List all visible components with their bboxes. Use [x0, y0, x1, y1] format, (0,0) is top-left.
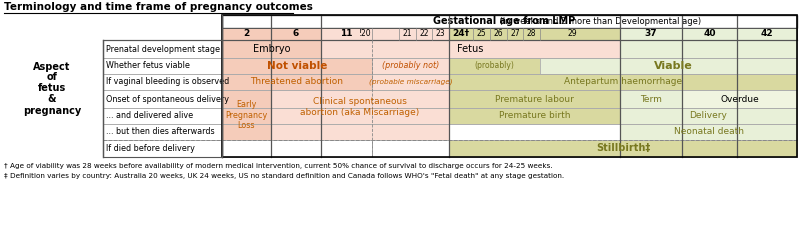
Bar — [222, 124, 271, 140]
Bar — [222, 74, 372, 90]
Text: 23: 23 — [436, 30, 446, 39]
Bar — [222, 58, 797, 74]
Text: Embryo: Embryo — [253, 44, 290, 54]
Bar — [682, 90, 797, 108]
Bar — [321, 40, 620, 58]
Text: ... but then dies afterwards: ... but then dies afterwards — [106, 128, 214, 137]
Bar — [449, 90, 620, 108]
Bar — [103, 90, 222, 108]
Text: † Age of viability was 28 weeks before availability of modern medical interventi: † Age of viability was 28 weeks before a… — [4, 163, 553, 169]
Text: 42: 42 — [761, 30, 774, 39]
Text: Not viable: Not viable — [267, 61, 327, 71]
Bar — [449, 108, 620, 124]
Text: Premature birth: Premature birth — [498, 111, 570, 121]
Text: 6: 6 — [293, 30, 299, 39]
Text: pregnancy: pregnancy — [23, 106, 81, 116]
Bar — [620, 108, 797, 124]
Bar — [103, 124, 222, 140]
Text: 22: 22 — [419, 30, 429, 39]
Bar — [449, 140, 797, 157]
Text: Overdue: Overdue — [720, 94, 759, 103]
Text: Gestational age from LMP: Gestational age from LMP — [434, 16, 576, 27]
Bar — [103, 140, 222, 157]
Text: (in weeks and 2 more than Developmental age): (in weeks and 2 more than Developmental … — [498, 17, 702, 26]
Text: 27: 27 — [510, 30, 520, 39]
Text: Stillbirth‡: Stillbirth‡ — [596, 144, 650, 153]
Text: Terminology and time frame of pregnancy outcomes: Terminology and time frame of pregnancy … — [4, 2, 313, 12]
Text: Viable: Viable — [654, 61, 693, 71]
Bar — [372, 74, 449, 90]
Bar — [222, 58, 372, 74]
Bar — [103, 40, 222, 58]
Bar — [222, 108, 271, 124]
Bar — [540, 58, 797, 74]
Text: of: of — [46, 72, 58, 82]
Bar — [222, 40, 797, 58]
Text: !20: !20 — [358, 30, 371, 39]
Text: 25: 25 — [477, 30, 486, 39]
Bar — [222, 40, 321, 58]
Text: (probably): (probably) — [474, 62, 514, 70]
Text: fetus: fetus — [38, 83, 66, 93]
Text: Neonatal death: Neonatal death — [674, 128, 743, 137]
Bar — [103, 108, 222, 124]
Text: 37: 37 — [645, 30, 658, 39]
Text: Early
Pregnancy
Loss: Early Pregnancy Loss — [226, 100, 268, 130]
Text: Whether fetus viable: Whether fetus viable — [106, 62, 190, 70]
Text: 11: 11 — [340, 30, 353, 39]
Text: Delivery: Delivery — [690, 111, 727, 121]
Bar — [620, 40, 797, 58]
Bar — [372, 58, 449, 74]
Bar — [271, 124, 449, 140]
Bar — [620, 28, 797, 40]
Bar — [222, 108, 797, 124]
Bar — [222, 74, 797, 90]
Bar — [620, 90, 682, 108]
Bar — [449, 74, 797, 90]
Bar — [271, 90, 449, 108]
Text: If vaginal bleeding is observed: If vaginal bleeding is observed — [106, 78, 230, 86]
Text: ... and delivered alive: ... and delivered alive — [106, 111, 193, 121]
Text: Fetus: Fetus — [458, 44, 484, 54]
Bar — [449, 28, 620, 40]
Text: (probably not): (probably not) — [382, 62, 439, 70]
Bar — [271, 108, 449, 124]
Bar — [222, 90, 797, 108]
Text: Onset of spontaneous delivery: Onset of spontaneous delivery — [106, 94, 229, 103]
Bar — [620, 124, 797, 140]
Text: Prenatal development stage: Prenatal development stage — [106, 44, 220, 54]
Text: Threatened abortion: Threatened abortion — [250, 78, 343, 86]
Text: &: & — [48, 94, 56, 104]
Text: Term: Term — [640, 94, 662, 103]
Bar — [103, 58, 222, 74]
Text: Aspect: Aspect — [34, 62, 70, 72]
Text: 24†: 24† — [453, 30, 470, 39]
Bar — [222, 28, 321, 40]
Bar — [222, 90, 271, 108]
Text: 29: 29 — [567, 30, 577, 39]
Bar — [103, 74, 222, 90]
Text: If died before delivery: If died before delivery — [106, 144, 195, 153]
Text: ‡ Definition varies by country: Australia 20 weeks, UK 24 weeks, US no standard : ‡ Definition varies by country: Australi… — [4, 173, 564, 179]
Text: 21: 21 — [402, 30, 412, 39]
Text: Antepartum haemorrhage: Antepartum haemorrhage — [564, 78, 682, 86]
Bar — [222, 15, 797, 157]
Bar — [449, 58, 540, 74]
Text: 26: 26 — [494, 30, 503, 39]
Bar — [222, 140, 797, 157]
Text: 2: 2 — [243, 30, 250, 39]
Bar — [321, 28, 449, 40]
Bar — [103, 40, 222, 157]
Text: Premature labour: Premature labour — [495, 94, 574, 103]
Bar — [222, 124, 797, 140]
Text: 40: 40 — [703, 30, 716, 39]
Text: (probable miscarriage): (probable miscarriage) — [369, 79, 452, 85]
Text: 28: 28 — [526, 30, 536, 39]
Text: Clinical spontaneous
abortion (aka Miscarriage): Clinical spontaneous abortion (aka Misca… — [300, 97, 420, 117]
Bar — [222, 15, 797, 28]
